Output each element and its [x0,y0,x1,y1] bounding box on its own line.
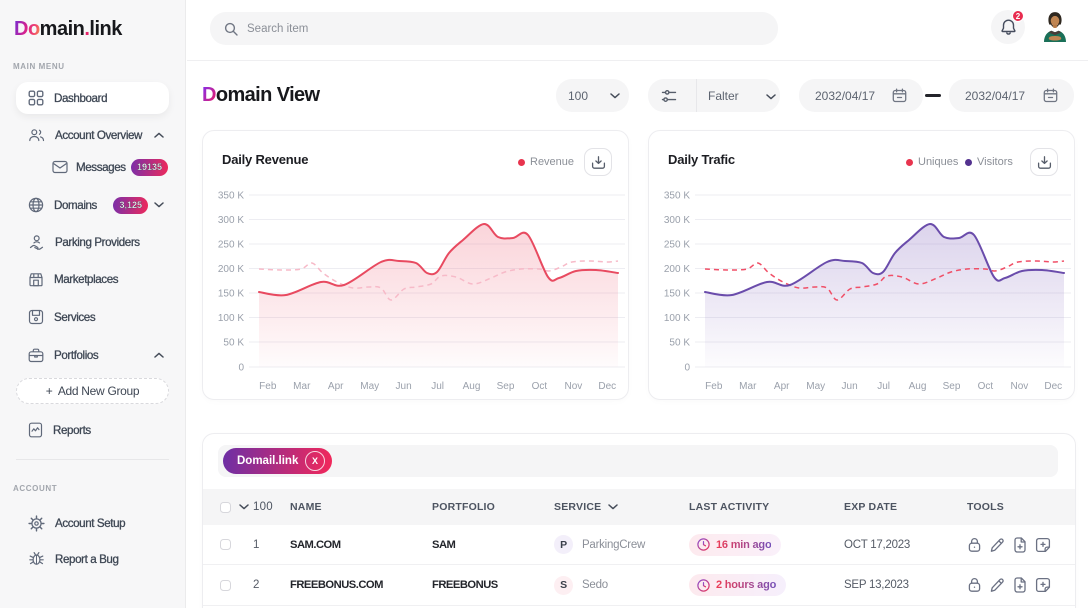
svg-text:0: 0 [684,363,690,374]
svg-text:May: May [360,381,379,392]
svg-text:Apr: Apr [328,381,344,392]
svg-text:Sep: Sep [943,381,961,392]
svg-text:350 K: 350 K [218,191,244,202]
svg-text:May: May [806,381,825,392]
svg-text:Mar: Mar [293,381,311,392]
svg-text:Jun: Jun [842,381,858,392]
svg-text:50 K: 50 K [669,338,690,349]
svg-text:Feb: Feb [259,381,277,392]
svg-text:Aug: Aug [463,381,481,392]
svg-text:Sep: Sep [497,381,515,392]
svg-text:Nov: Nov [1011,381,1029,392]
svg-text:Dec: Dec [1044,381,1062,392]
svg-text:0: 0 [238,363,244,374]
svg-text:200 K: 200 K [218,264,244,275]
svg-text:Nov: Nov [565,381,583,392]
svg-text:200 K: 200 K [664,264,690,275]
svg-text:150 K: 150 K [218,289,244,300]
svg-text:Mar: Mar [739,381,757,392]
svg-text:350 K: 350 K [664,191,690,202]
svg-text:Oct: Oct [532,381,548,392]
svg-text:Dec: Dec [598,381,616,392]
svg-text:Jul: Jul [877,381,890,392]
svg-text:100 K: 100 K [664,313,690,324]
svg-text:Jun: Jun [396,381,412,392]
svg-text:250 K: 250 K [664,240,690,251]
svg-text:100 K: 100 K [218,313,244,324]
svg-text:Oct: Oct [978,381,994,392]
svg-text:50 K: 50 K [223,338,244,349]
svg-text:Aug: Aug [909,381,927,392]
svg-text:250 K: 250 K [218,240,244,251]
svg-text:Apr: Apr [774,381,790,392]
svg-text:300 K: 300 K [664,215,690,226]
svg-text:150 K: 150 K [664,289,690,300]
svg-text:Jul: Jul [431,381,444,392]
svg-text:300 K: 300 K [218,215,244,226]
svg-text:Feb: Feb [705,381,723,392]
